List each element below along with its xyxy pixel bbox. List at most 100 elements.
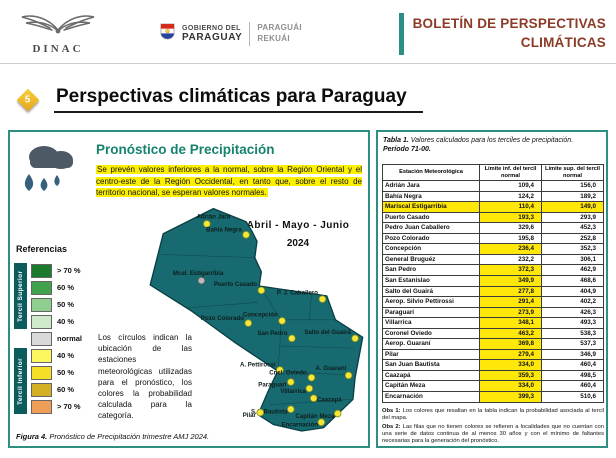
legend-swatch [31,297,52,312]
table-cell: San Pedro [382,264,480,276]
table-cell: 346,9 [541,348,604,361]
forecast-period: Abril - Mayo - Junio 2024 [236,220,360,249]
legend-row: 60 % [14,381,124,398]
bulletin-header: BOLETÍN DE PERSPECTIVAS CLIMÁTICAS [398,12,606,55]
table-cell: Aerop. Guaraní [382,338,480,350]
table-cell: 348,1 [479,317,542,329]
table-row: Pozo Colorado 195,8 252,8 [382,232,604,245]
table-cell: Aerop. Silvio Pettirossi [382,296,480,308]
legend-row: normal [14,330,124,347]
legend-label: normal [57,334,83,343]
legend-label: 40 % [57,317,75,326]
station-dot [278,317,286,325]
station-label: Villarrica [280,388,306,395]
paraguay-shield-icon [160,23,175,45]
stations-layer: Adrián Jara Bahía Negra Mcal. Estigarribia… [173,213,359,429]
station-dot [242,231,250,239]
table-row: Concepción 236,4 352,3 [382,243,604,255]
table-period: Período 71-00. [383,146,431,154]
stations-note: Los círculos indican la ubicación de las… [98,333,192,421]
gov-line3: PARAGUÁI [257,23,302,33]
table-row: Pilar 279,4 346,9 [382,348,604,361]
legend-row: 50 % [14,296,124,313]
table-cell: Coronel Oviedo [382,327,480,340]
station-dot [317,418,326,427]
col-header-lower-limit: Límite inf. del tercil normal [479,163,542,182]
table-cell: 279,4 [479,348,542,361]
station-label: Encarnación [281,422,318,429]
table-cell: Mariscal Estigarribia [382,201,480,213]
table-cell: 493,3 [541,317,604,329]
station-label: Mcal. Estigarribia [173,270,224,277]
dinac-label: DINAC [32,42,84,55]
obs-1-label: Obs 1: [382,408,401,414]
table-row: Coronel Oviedo 463,2 538,3 [382,327,604,340]
table-cell: 426,3 [541,306,604,319]
logo-divider [249,21,251,46]
table-cell: Bahía Negra [382,190,480,203]
table-cell: 334,0 [479,359,542,371]
table-cell: 349,9 [479,275,542,287]
legend-swatch [31,348,52,363]
station-dot [305,384,314,393]
table-cell: 193,3 [479,211,542,224]
legend-swatch [31,399,52,414]
station-label: Bahía Negra [206,227,242,234]
accent-bar [398,12,404,55]
station-label: Pilar [243,412,257,419]
table-cell: Puerto Casado [382,211,480,224]
table-row: Aerop. Silvio Pettirossi 291,4 402,2 [382,296,604,308]
station-dot [197,276,206,285]
table-cell: 537,3 [541,338,604,350]
station-dot [318,295,327,303]
government-name: GOBIERNO DEL PARAGUAY [182,25,242,43]
table-row: General Bruguéz 232,2 306,1 [382,253,604,266]
government-name-guarani: PARAGUÁI REKUÁI [257,23,301,44]
table-cell: Capitán Meza [382,380,480,393]
station-dot [307,373,316,382]
gov-line1: GOBIERNO DEL [182,24,241,32]
table-cell: Adrián Jara [382,180,480,192]
table-cell: 460,4 [541,380,604,393]
terciles-table: Estación Meteorológica Límite inf. del t… [382,163,604,403]
table-cell: 156,0 [541,180,604,192]
legend-row: 40 % [14,313,124,330]
table-cell: 277,8 [479,285,542,298]
legend-row: > 70 % [14,398,124,415]
station-label: S.J. Bautista [251,409,288,416]
station-label: Salto del Guairá [304,329,351,336]
table-cell: San Juan Bautista [382,359,480,371]
station-dot [257,286,266,295]
legend-row: 40 % [14,347,124,364]
table-cell: 109,4 [479,180,542,192]
station-label: Puerto Casado [214,281,257,288]
station-dot [288,334,296,343]
dinac-wings-icon [18,13,98,42]
station-dot [351,334,359,343]
table-row: Paraguarí 273,9 426,3 [382,306,604,319]
table-cell: 236,4 [479,243,542,255]
table-cell: 404,9 [541,285,604,298]
legend-swatch [31,331,52,346]
legend-swatch [31,280,52,295]
obs-2: Obs 2: Las filas que no tienen colores s… [382,424,604,445]
table-cell: 124,2 [479,190,542,203]
table-cell: 510,6 [541,391,604,403]
table-cell: 306,1 [541,253,604,266]
table-cell: Pozo Colorado [382,232,480,245]
table-cell: Pedro Juan Caballero [382,222,480,234]
table-row: Villarrica 348,1 493,3 [382,317,604,329]
station-dot [203,220,211,228]
forecast-year: 2024 [286,238,310,249]
station-label: Adrián Jara [197,213,231,220]
table-cell: 189,2 [541,190,604,203]
gov-line4: REKUÁI [257,33,290,43]
table-cell: San Estanislao [382,275,480,287]
table-cell: 538,3 [541,327,604,340]
legend-title: Referencias [16,244,68,254]
forecast-months: Abril - Mayo - Junio [246,220,350,231]
table-cell: 359,3 [479,369,542,382]
government-logo: GOBIERNO DEL PARAGUAY PARAGUÁI REKUÁI [160,21,302,46]
station-dot [344,371,353,380]
table-cell: 293,9 [541,211,604,224]
